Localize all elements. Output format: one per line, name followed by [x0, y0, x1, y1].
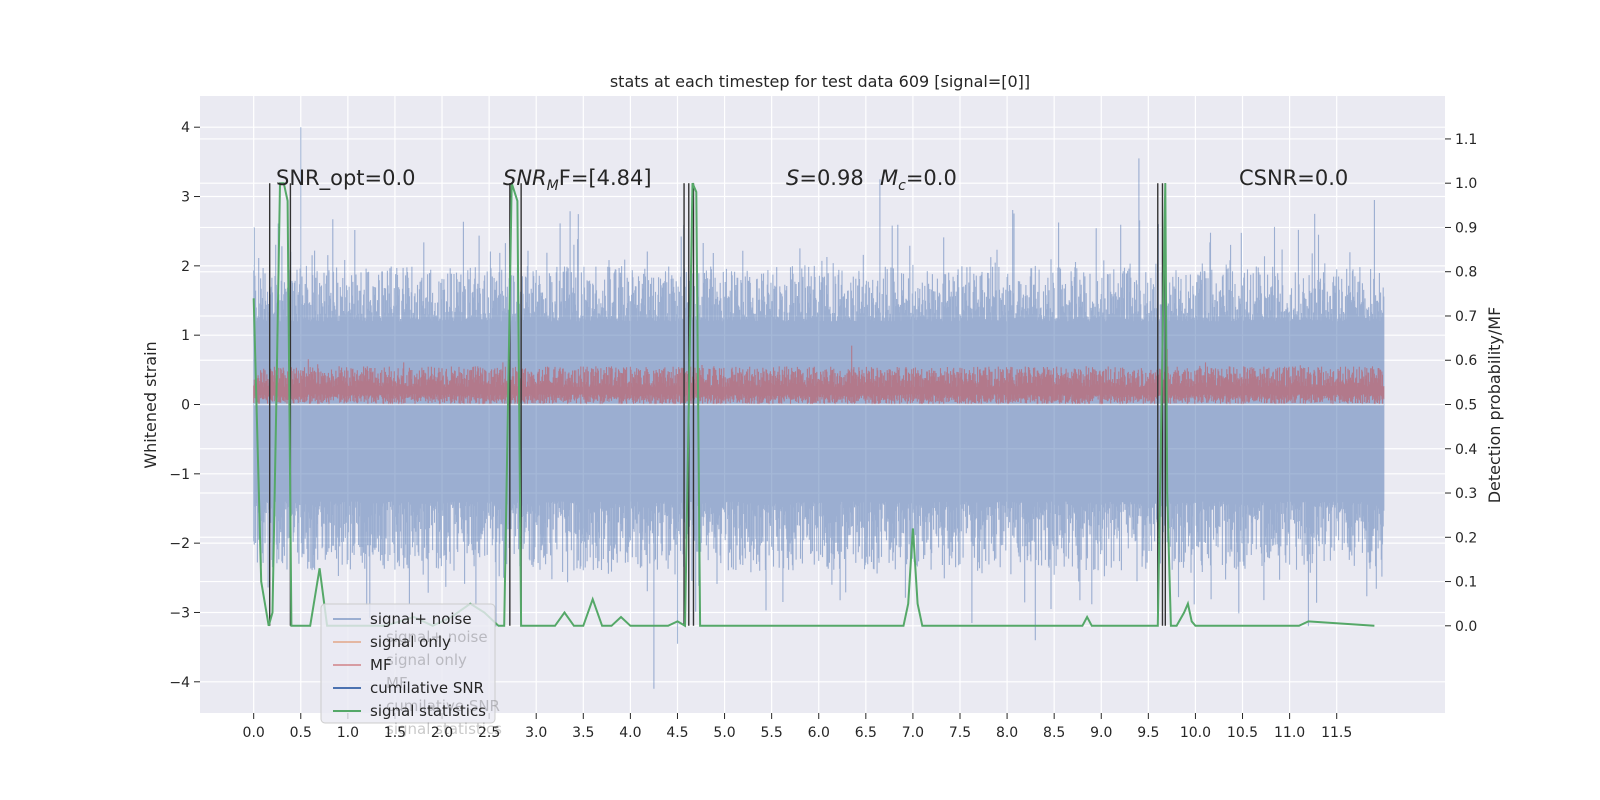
- annotation-csnr: CSNR=0.0: [1239, 166, 1348, 190]
- annotation-s-rest: =0.98: [799, 166, 863, 190]
- ghost-legend-label: MF: [386, 674, 408, 692]
- x-tick-label: 7.5: [949, 725, 971, 741]
- annotation-mc: Mc=0.0: [880, 166, 957, 194]
- annotation-mc-main: M: [880, 166, 898, 190]
- plot-series-group: [252, 127, 1385, 689]
- annotation-s-main: S: [786, 166, 799, 190]
- y2-tick-label: 0.5: [1455, 398, 1477, 414]
- x-tick-label: 9.0: [1090, 725, 1112, 741]
- ghost-legend-label: cumilative SNR: [386, 697, 500, 715]
- y-tick-label: −4: [169, 675, 190, 691]
- y-tick-label: 1: [181, 328, 190, 344]
- y-tick-label: −2: [169, 536, 190, 552]
- x-tick-label: 11.5: [1321, 725, 1352, 741]
- y2-tick-label: 1.0: [1455, 176, 1477, 192]
- x-tick-label: 6.5: [855, 725, 877, 741]
- annotation-s: S=0.98: [786, 166, 864, 190]
- series-signal-statistics: [252, 182, 1375, 628]
- ghost-legend-label: signal statistics: [386, 720, 502, 738]
- y2-tick-label: 0.3: [1455, 486, 1477, 502]
- x-tick-label: 5.0: [713, 725, 735, 741]
- x-tick-label: 4.0: [619, 725, 641, 741]
- y2-axis-label: Detection probability/MF: [1485, 307, 1504, 504]
- chart-title: stats at each timestep for test data 609…: [610, 72, 1030, 91]
- annotation-snr-opt: SNR_opt=0.0: [276, 166, 416, 191]
- x-tick-label: 3.5: [572, 725, 594, 741]
- legend-label: MF: [370, 656, 392, 674]
- y-axis-label: Whitened strain: [141, 341, 160, 468]
- ghost-legend-label: signal only: [386, 651, 467, 669]
- x-tick-label: 5.5: [761, 725, 783, 741]
- series-mf: [253, 345, 1385, 405]
- x-tick-label: 2.5: [478, 725, 500, 741]
- x-tick-label: 8.0: [996, 725, 1018, 741]
- x-tick-label: 10.0: [1180, 725, 1211, 741]
- y-tick-label: 0: [181, 398, 190, 414]
- annotation-mc-rest: =0.0: [906, 166, 957, 190]
- y-tick-label: −3: [169, 605, 190, 621]
- y2-tick-label: 0.1: [1455, 575, 1477, 591]
- series-signal-noise: [253, 127, 1385, 689]
- y2-tick-label: 0.7: [1455, 309, 1477, 325]
- y2-tick-label: 0.2: [1455, 530, 1477, 546]
- annotation-snr-mf-rest: F=[4.84]: [559, 166, 652, 190]
- annotation-snr-mf-sub: M: [547, 178, 559, 194]
- legend-label: signal only: [370, 633, 451, 651]
- y-tick-label: 2: [181, 259, 190, 275]
- ghost-legend: signal+ noise signal only MF cumilative SNR…: [386, 628, 502, 738]
- y2-tick-label: 0.0: [1455, 619, 1477, 635]
- legend-label: signal statistics: [370, 702, 486, 720]
- x-tick-label: 3.0: [525, 725, 547, 741]
- x-tick-label: 4.5: [666, 725, 688, 741]
- x-tick-label: 11.0: [1274, 725, 1305, 741]
- y-tick-label: 4: [181, 120, 190, 136]
- annotation-snr-mf-main: SNR: [503, 166, 547, 190]
- y2-tick-label: 0.8: [1455, 265, 1477, 281]
- x-tick-label: 7.0: [902, 725, 924, 741]
- legend-box: [320, 603, 496, 724]
- y-axis-right: 0.0 0.1 0.2 0.3 0.4 0.5 0.6 0.7 0.8 0.9 1.0 1.1: [1445, 132, 1477, 635]
- y-tick-label: −1: [169, 467, 190, 483]
- x-tick-label: 9.5: [1137, 725, 1159, 741]
- x-tick-label: 2.0: [431, 725, 453, 741]
- x-tick-label: 0.5: [290, 725, 312, 741]
- ghost-legend-label: signal+ noise: [386, 628, 488, 646]
- legend-label: signal+ noise: [370, 610, 472, 628]
- y2-tick-label: 0.6: [1455, 353, 1477, 369]
- legend-label: cumilative SNR: [370, 679, 484, 697]
- x-tick-label: 1.0: [337, 725, 359, 741]
- x-tick-label: 8.5: [1043, 725, 1065, 741]
- x-tick-label: 10.5: [1227, 725, 1258, 741]
- x-tick-label: 6.0: [808, 725, 830, 741]
- x-tick-label: 0.0: [243, 725, 265, 741]
- y2-tick-label: 0.9: [1455, 220, 1477, 236]
- annotation-snr-mf: SNRMF=[4.84]: [503, 166, 652, 194]
- y-tick-label: 3: [181, 190, 190, 206]
- x-axis: 0.0 0.5 1.0 1.5 2.0 2.5 3.0 3.5 4.0 4.5 5.0 5.5 6.0 6…: [243, 713, 1352, 741]
- y-axis-left: −4 −3 −2 −1 0 1 2 3 4: [169, 120, 200, 691]
- y2-tick-label: 0.4: [1455, 442, 1477, 458]
- annotation-mc-sub: c: [898, 178, 906, 194]
- y2-tick-label: 1.1: [1455, 132, 1477, 148]
- x-tick-label: 1.5: [384, 725, 406, 741]
